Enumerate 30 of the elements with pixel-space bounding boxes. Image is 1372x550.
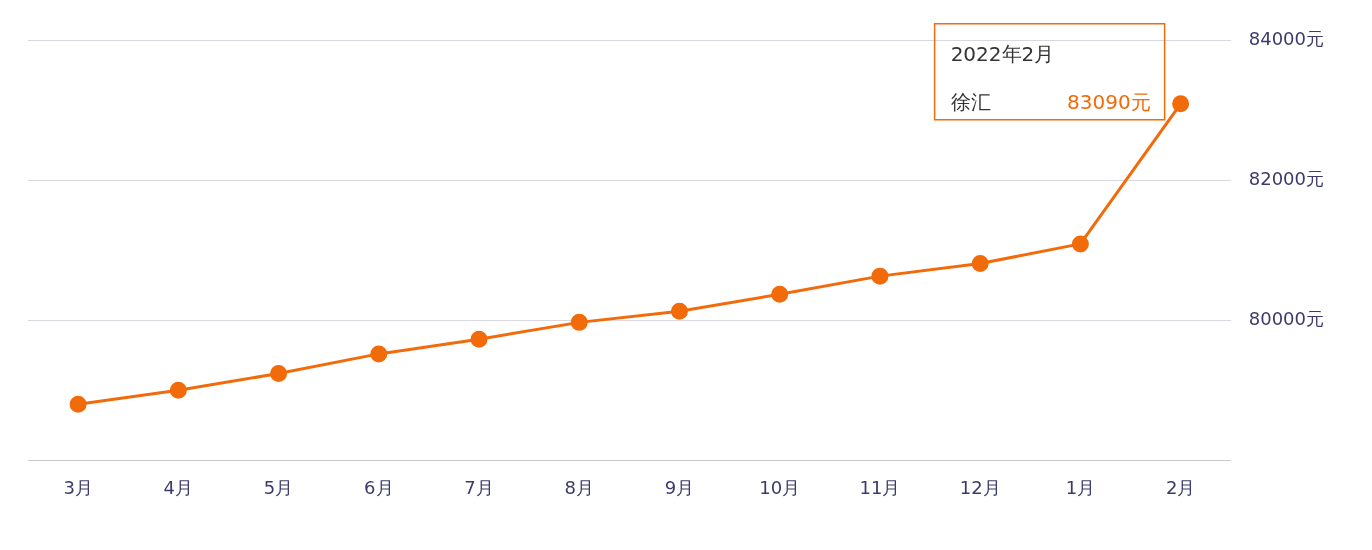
x-tick-label: 4月	[163, 476, 194, 498]
point	[169, 381, 187, 399]
x-tick-label: 3月	[63, 476, 93, 498]
y-tick-label: 80000元	[1248, 307, 1324, 329]
x-tick-label: 10月	[759, 476, 801, 498]
point	[670, 302, 688, 320]
point	[1071, 235, 1089, 253]
point	[971, 255, 989, 273]
annotation: 2022年2月	[950, 41, 1055, 66]
x-tick-label: 11月	[859, 476, 901, 498]
x-tick-label: 2月	[1165, 476, 1196, 498]
x-tick-label: 8月	[564, 476, 594, 498]
text: 徐汇	[950, 89, 991, 114]
point	[270, 365, 288, 383]
point	[470, 330, 488, 348]
data-label: 83090元	[1067, 89, 1151, 114]
point	[370, 345, 388, 363]
x-tick-label: 5月	[263, 476, 294, 498]
x-tick-label: 9月	[664, 476, 695, 498]
x-tick-label: 12月	[959, 476, 1001, 498]
point	[871, 267, 889, 285]
y-tick-label: 82000元	[1248, 167, 1324, 189]
point	[69, 395, 87, 413]
point	[771, 285, 789, 303]
x-tick-label: 6月	[364, 476, 394, 498]
point	[570, 313, 588, 331]
point	[1172, 95, 1190, 113]
y-tick-label: 84000元	[1248, 27, 1324, 49]
x-tick-label: 7月	[464, 476, 494, 498]
x-tick-label: 1月	[1065, 476, 1096, 498]
